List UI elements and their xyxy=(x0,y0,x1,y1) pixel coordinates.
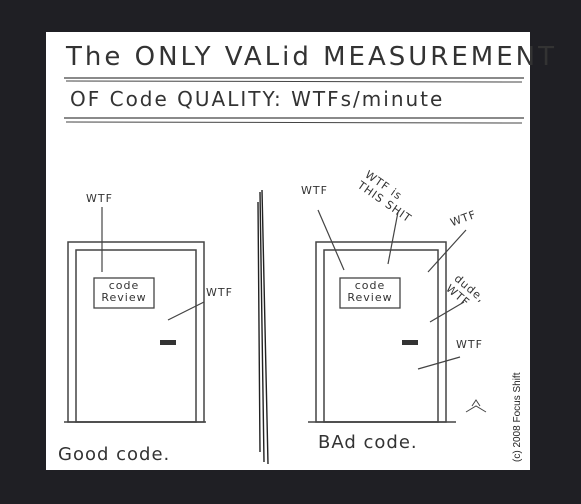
good-pointer-2 xyxy=(167,301,205,321)
bad-pointer-1 xyxy=(317,209,345,271)
bad-review-text: code Review xyxy=(340,280,400,304)
copyright-text: (c) 2008 Focus Shift xyxy=(512,372,523,462)
comic-drawing xyxy=(64,77,524,465)
bad-door xyxy=(308,241,456,423)
bad-pointer-3 xyxy=(427,229,467,273)
title-line-1: The ONLY VALid MEASUREMENT xyxy=(66,42,557,72)
good-door xyxy=(64,241,206,423)
doodle-mark xyxy=(465,399,487,413)
bad-review-sign xyxy=(339,277,401,309)
good-sign-line-2: Review xyxy=(101,291,147,304)
bad-wtf-1: WTF xyxy=(301,184,328,197)
title-underline-2b xyxy=(65,121,523,124)
bad-sign-line-2: Review xyxy=(347,291,393,304)
bad-sign-line-1: code xyxy=(354,279,386,292)
bad-caption: BAd code. xyxy=(318,432,418,453)
good-caption: Good code. xyxy=(58,444,171,465)
panel-divider xyxy=(257,189,269,465)
good-sign-line-1: code xyxy=(108,279,140,292)
bad-wtf-5: WTF xyxy=(456,338,483,351)
bad-pointer-2 xyxy=(387,211,399,265)
bad-door-handle xyxy=(402,340,418,345)
good-wtf-2: WTF xyxy=(206,286,233,299)
bad-pointer-5 xyxy=(417,356,461,370)
good-wtf-1: WTF xyxy=(86,192,113,205)
good-review-sign xyxy=(93,277,155,309)
title-underline-1b xyxy=(65,80,523,83)
good-review-text: code Review xyxy=(94,280,154,304)
title-line-2: OF Code QUALITY: WTFs/minute xyxy=(70,87,445,111)
comic-card: The ONLY VALid MEASUREMENT OF Code QUALI… xyxy=(46,32,554,470)
bad-pointer-4 xyxy=(429,301,465,323)
good-door-handle xyxy=(160,340,176,345)
